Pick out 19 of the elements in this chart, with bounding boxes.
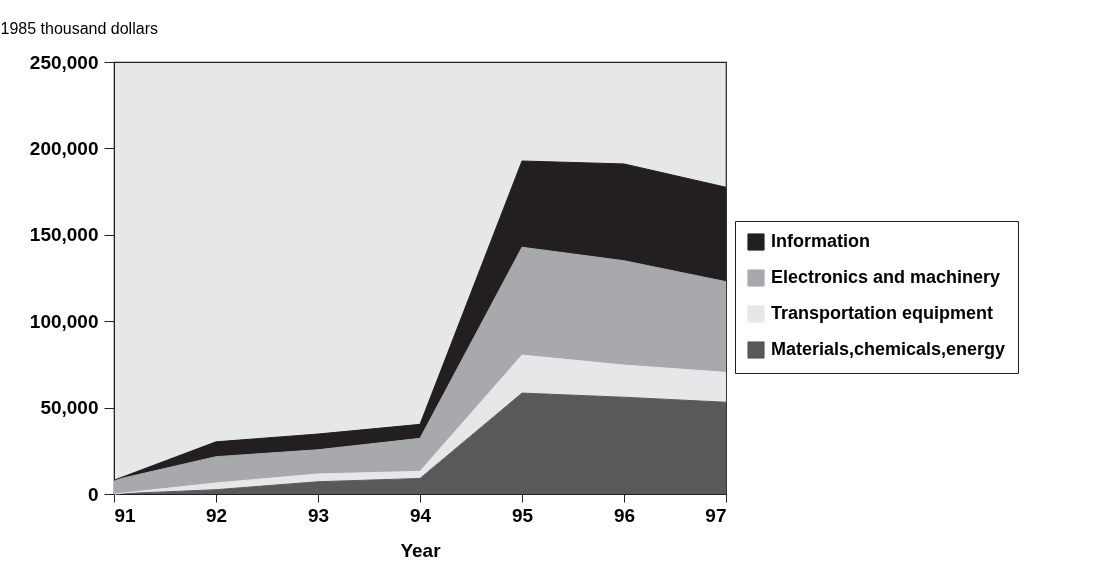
x-tick-label: 95 xyxy=(511,504,534,526)
x-tick-label: 97 xyxy=(705,504,727,526)
legend-label: Information xyxy=(771,231,870,251)
x-tick-label: 93 xyxy=(307,504,330,526)
legend-label: Transportation equipment xyxy=(771,303,994,323)
legend-label: Electronics and machinery xyxy=(771,267,1001,287)
y-tick-label: 100,000 xyxy=(29,310,99,332)
y-axis-title: 1985 thousand dollars xyxy=(0,19,158,37)
y-tick-label: 0 xyxy=(87,483,99,505)
legend-label: Materials,chemicals,energy xyxy=(771,339,1006,359)
x-tick-label: 91 xyxy=(114,504,137,526)
x-tick-label: 92 xyxy=(205,504,228,526)
x-tick-label: 96 xyxy=(613,504,636,526)
y-tick-label: 250,000 xyxy=(29,51,99,73)
y-tick-label: 200,000 xyxy=(29,137,99,159)
y-tick-label: 150,000 xyxy=(29,224,99,246)
x-axis-title: Year xyxy=(400,539,442,561)
x-tick-label: 94 xyxy=(409,504,432,526)
y-tick-label: 50,000 xyxy=(40,397,99,419)
